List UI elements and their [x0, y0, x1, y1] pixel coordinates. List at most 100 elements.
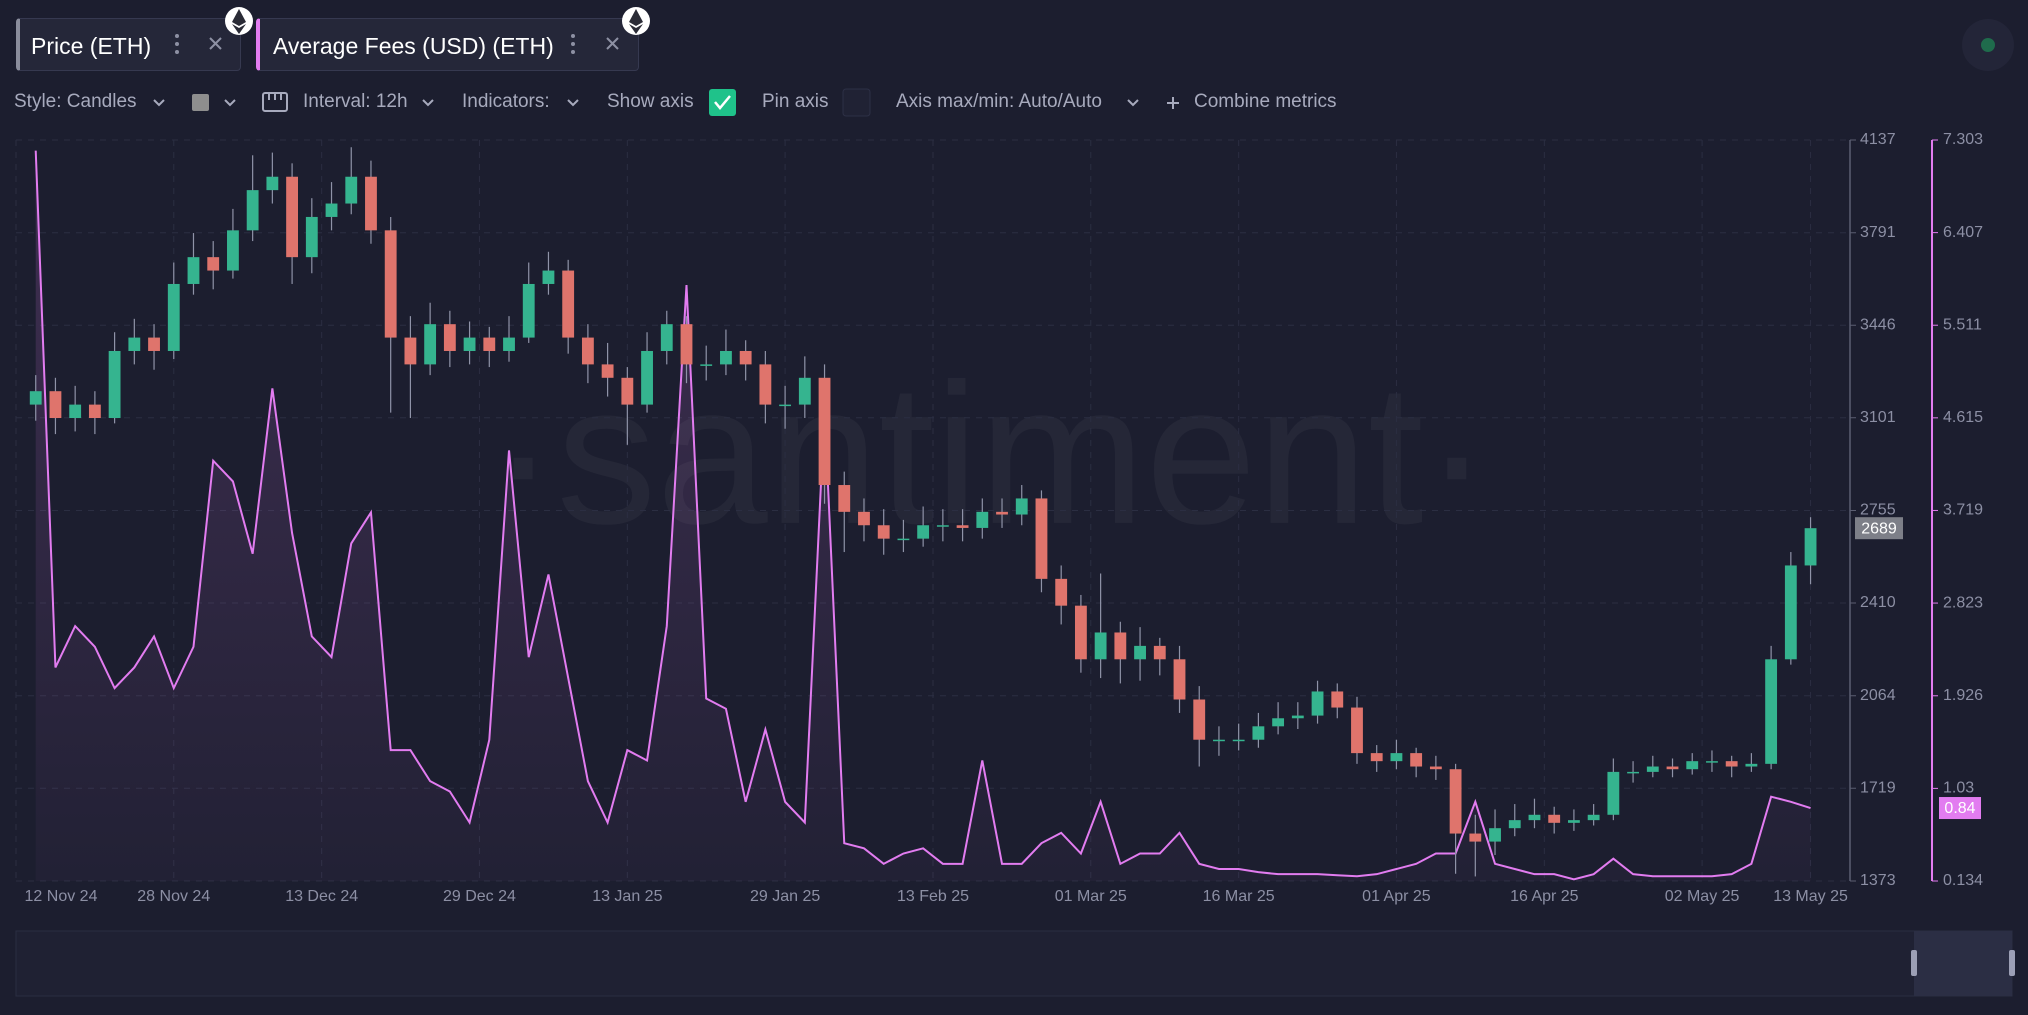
menu-icon[interactable]: [571, 34, 575, 54]
x-tick-label: 13 Feb 25: [897, 888, 969, 905]
x-tick-label: 16 Mar 25: [1203, 888, 1275, 905]
y2-tick-label: 3.719: [1943, 502, 1983, 519]
candle-body: [1193, 699, 1206, 740]
candle-body: [1134, 645, 1146, 660]
y-tick-label: 3791: [1860, 224, 1896, 241]
color-swatch[interactable]: [192, 94, 209, 111]
x-tick-label: 29 Jan 25: [750, 888, 820, 905]
candle-body: [1153, 645, 1166, 660]
menu-icon[interactable]: [175, 34, 179, 54]
candle-body: [818, 377, 831, 486]
candle-body: [286, 176, 299, 258]
x-tick-label: 13 May 25: [1773, 888, 1848, 905]
candle-body: [1449, 769, 1462, 834]
fee-line: [34, 150, 1811, 881]
y2-tick-label: 4.615: [1943, 409, 1983, 426]
candle-body: [779, 404, 792, 407]
y-tick-label: 1373: [1860, 872, 1896, 889]
candle-body: [660, 324, 673, 351]
candle-body: [187, 257, 200, 284]
last-price-badge: [1855, 517, 1903, 540]
candle-body: [404, 337, 417, 365]
candle-body: [69, 404, 82, 419]
interval-select[interactable]: Interval: 12h: [303, 91, 408, 112]
interval-icon: [262, 92, 288, 112]
navigator-window[interactable]: [1914, 931, 2012, 996]
candle-body: [1745, 763, 1758, 767]
eth-icon: [225, 7, 253, 35]
navigator-handle[interactable]: [2009, 950, 2015, 976]
candle-body: [976, 511, 989, 528]
eth-icon: [622, 7, 650, 35]
x-tick-label: 13 Dec 24: [285, 888, 358, 905]
candle-body: [1272, 718, 1285, 727]
candle-body: [1410, 753, 1423, 767]
candle-body: [739, 350, 752, 365]
candle-body: [1587, 814, 1600, 821]
candle-body: [858, 511, 870, 526]
navigator[interactable]: [15, 930, 2013, 997]
tab-label: Price (ETH): [31, 33, 152, 59]
candle-body: [1489, 828, 1501, 842]
indicators-select[interactable]: Indicators:: [462, 91, 550, 112]
candle-body: [621, 377, 634, 405]
axis-range-select[interactable]: Axis max/min: Auto/Auto: [896, 91, 1102, 112]
candle-body: [1015, 498, 1028, 515]
y2-tick-label: 6.407: [1943, 224, 1983, 241]
x-tick-label: 01 Apr 25: [1362, 888, 1431, 905]
candle-body: [1351, 707, 1363, 754]
candle-body: [798, 377, 811, 405]
style-select[interactable]: Style: Candles: [14, 91, 137, 112]
candle-body: [641, 350, 653, 405]
y2-tick-label: 5.511: [1943, 316, 1982, 333]
candle-body: [1706, 761, 1718, 763]
candle-body: [956, 525, 969, 528]
last-price-label: 2689: [1861, 520, 1897, 537]
candle-body: [1607, 771, 1620, 815]
candle-body: [522, 283, 535, 338]
close-icon[interactable]: [606, 37, 619, 50]
candle-body: [325, 203, 338, 217]
candle-body: [936, 525, 949, 527]
candle-body: [1074, 605, 1087, 660]
checkbox[interactable]: [842, 88, 871, 117]
checkbox-checked[interactable]: [709, 89, 736, 116]
candle-body: [877, 525, 890, 539]
candle-body: [897, 538, 910, 541]
y-tick-label: 2755: [1860, 502, 1896, 519]
candle-body: [1508, 820, 1521, 829]
combine-metrics[interactable]: Combine metrics: [1194, 91, 1337, 112]
candle-body: [1311, 691, 1324, 716]
candle-body: [1173, 659, 1186, 700]
candle-body: [1646, 766, 1659, 772]
metric-tab[interactable]: Price (ETH): [16, 18, 241, 71]
candle-body: [1784, 565, 1797, 660]
candle-body: [917, 525, 930, 539]
show-axis-label[interactable]: Show axis: [607, 91, 694, 112]
candle-body: [128, 337, 141, 351]
candle-body: [1725, 761, 1738, 767]
toolbar-icons: [153, 88, 1179, 117]
candle-body: [601, 364, 614, 378]
candle-body: [759, 364, 772, 405]
candle-body: [1686, 761, 1699, 770]
candle-body: [167, 283, 180, 351]
close-icon[interactable]: [209, 37, 222, 50]
candle-body: [148, 337, 160, 351]
navigator-handle[interactable]: [1911, 950, 1917, 976]
watermark: ·santiment·: [490, 343, 1490, 566]
candle-body: [1055, 578, 1068, 606]
candle-body: [463, 337, 476, 351]
candle-body: [1528, 814, 1541, 821]
x-tick-label: 28 Nov 24: [137, 888, 210, 905]
candle-body: [1627, 771, 1639, 774]
y-tick-label: 2064: [1860, 687, 1896, 704]
candle-body: [108, 350, 121, 419]
metric-tab[interactable]: Average Fees (USD) (ETH): [256, 18, 639, 71]
y-tick-label: 3446: [1860, 316, 1896, 333]
pin-axis-label[interactable]: Pin axis: [762, 91, 829, 112]
candle-body: [503, 337, 515, 351]
status-button[interactable]: [1962, 19, 2014, 71]
x-tick-label: 16 Apr 25: [1510, 888, 1579, 905]
